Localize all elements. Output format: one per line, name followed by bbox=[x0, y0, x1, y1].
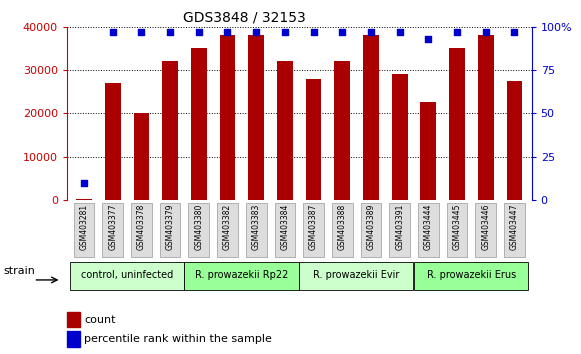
FancyBboxPatch shape bbox=[389, 203, 410, 257]
Text: R. prowazekii Evir: R. prowazekii Evir bbox=[313, 270, 400, 280]
Text: R. prowazekii Erus: R. prowazekii Erus bbox=[426, 270, 516, 280]
Bar bbox=[392, 74, 407, 200]
Point bbox=[223, 29, 232, 35]
Bar bbox=[277, 61, 293, 200]
FancyBboxPatch shape bbox=[74, 203, 94, 257]
FancyBboxPatch shape bbox=[447, 203, 467, 257]
Text: R. prowazekii Rp22: R. prowazekii Rp22 bbox=[195, 270, 289, 280]
Point bbox=[395, 29, 404, 35]
Text: GSM403447: GSM403447 bbox=[510, 204, 519, 250]
Point bbox=[194, 29, 203, 35]
FancyBboxPatch shape bbox=[303, 203, 324, 257]
Text: GSM403377: GSM403377 bbox=[108, 204, 117, 250]
FancyBboxPatch shape bbox=[184, 262, 299, 290]
Point bbox=[108, 29, 117, 35]
FancyBboxPatch shape bbox=[131, 203, 152, 257]
Point bbox=[137, 29, 146, 35]
FancyBboxPatch shape bbox=[275, 203, 295, 257]
Point bbox=[424, 36, 433, 41]
Text: GSM403389: GSM403389 bbox=[367, 204, 375, 250]
Text: GSM403388: GSM403388 bbox=[338, 204, 347, 250]
Bar bbox=[334, 61, 350, 200]
Text: control, uninfected: control, uninfected bbox=[81, 270, 173, 280]
Text: GSM403444: GSM403444 bbox=[424, 204, 433, 250]
FancyBboxPatch shape bbox=[102, 203, 123, 257]
FancyBboxPatch shape bbox=[160, 203, 181, 257]
Text: GSM403281: GSM403281 bbox=[80, 204, 88, 250]
Text: strain: strain bbox=[3, 266, 35, 276]
Text: GSM403383: GSM403383 bbox=[252, 204, 261, 250]
Point bbox=[366, 29, 375, 35]
FancyBboxPatch shape bbox=[299, 262, 414, 290]
FancyBboxPatch shape bbox=[246, 203, 267, 257]
FancyBboxPatch shape bbox=[188, 203, 209, 257]
Text: GSM403446: GSM403446 bbox=[481, 204, 490, 250]
FancyBboxPatch shape bbox=[504, 203, 525, 257]
FancyBboxPatch shape bbox=[414, 262, 528, 290]
Text: GSM403445: GSM403445 bbox=[453, 204, 461, 250]
FancyBboxPatch shape bbox=[418, 203, 439, 257]
Point bbox=[252, 29, 261, 35]
Bar bbox=[449, 48, 465, 200]
Bar bbox=[363, 35, 379, 200]
Bar bbox=[191, 48, 207, 200]
FancyBboxPatch shape bbox=[475, 203, 496, 257]
Point bbox=[338, 29, 347, 35]
Bar bbox=[248, 35, 264, 200]
Bar bbox=[162, 61, 178, 200]
FancyBboxPatch shape bbox=[361, 203, 381, 257]
FancyBboxPatch shape bbox=[70, 262, 184, 290]
FancyBboxPatch shape bbox=[332, 203, 353, 257]
Point bbox=[280, 29, 289, 35]
Bar bbox=[421, 102, 436, 200]
Point bbox=[481, 29, 490, 35]
FancyBboxPatch shape bbox=[217, 203, 238, 257]
Bar bbox=[105, 83, 121, 200]
Point bbox=[309, 29, 318, 35]
Bar bbox=[306, 79, 321, 200]
Text: GSM403387: GSM403387 bbox=[309, 204, 318, 250]
Text: percentile rank within the sample: percentile rank within the sample bbox=[84, 334, 272, 344]
Bar bbox=[507, 81, 522, 200]
Bar bbox=[76, 199, 92, 200]
Text: count: count bbox=[84, 315, 116, 325]
Bar bbox=[220, 35, 235, 200]
Text: GDS3848 / 32153: GDS3848 / 32153 bbox=[182, 11, 306, 25]
Text: GSM403379: GSM403379 bbox=[166, 204, 175, 250]
Bar bbox=[134, 113, 149, 200]
Point bbox=[166, 29, 175, 35]
Text: GSM403378: GSM403378 bbox=[137, 204, 146, 250]
Point bbox=[80, 180, 89, 185]
Bar bbox=[478, 35, 494, 200]
Point bbox=[510, 29, 519, 35]
Text: GSM403391: GSM403391 bbox=[395, 204, 404, 250]
Text: GSM403382: GSM403382 bbox=[223, 204, 232, 250]
Text: GSM403380: GSM403380 bbox=[194, 204, 203, 250]
Text: GSM403384: GSM403384 bbox=[281, 204, 289, 250]
Point bbox=[453, 29, 462, 35]
